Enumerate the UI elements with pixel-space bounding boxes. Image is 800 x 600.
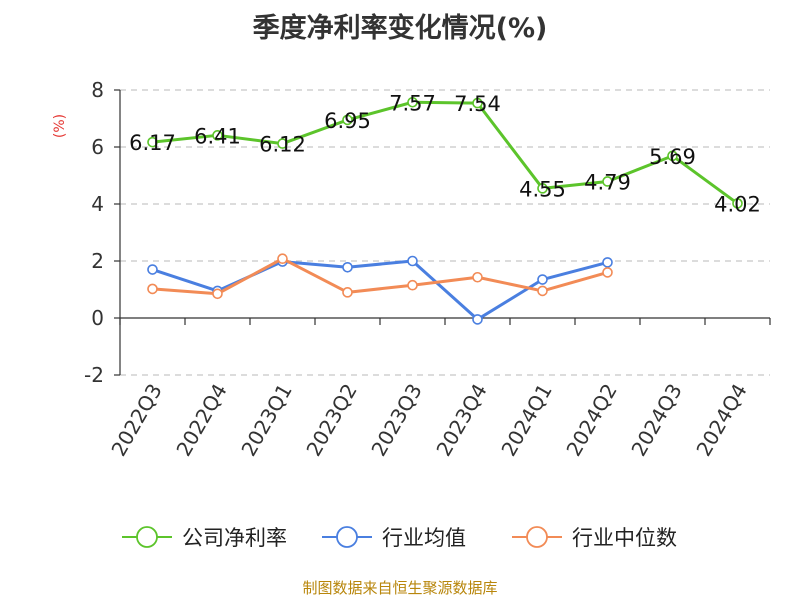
legend-label: 公司净利率 <box>182 526 287 550</box>
data-point <box>342 261 353 273</box>
data-label: 6.17 <box>129 131 176 155</box>
series-1 <box>147 96 743 209</box>
data-label: 7.57 <box>389 91 436 115</box>
data-point <box>407 279 418 291</box>
legend-item: 公司净利率 <box>122 526 287 550</box>
x-tick-label: 2022Q3 <box>106 380 166 461</box>
grid-layer <box>120 89 770 376</box>
data-label: 6.95 <box>324 109 371 133</box>
data-label: 5.69 <box>649 145 696 169</box>
series-line <box>152 257 608 296</box>
legend-marker <box>136 526 158 548</box>
data-point <box>342 114 353 126</box>
legend-item: 行业均值 <box>322 526 466 550</box>
y-tick-label: 2 <box>91 249 104 273</box>
y-tick-label: 0 <box>91 306 104 330</box>
data-point <box>602 267 613 278</box>
data-point <box>602 176 613 187</box>
legend: 公司净利率 行业均值 行业中位数 <box>122 526 677 550</box>
data-point <box>212 130 223 141</box>
data-label: 4.55 <box>519 177 566 201</box>
x-tick-label: 2023Q4 <box>431 380 491 461</box>
x-tick-label: 2024Q1 <box>496 380 556 461</box>
data-label: 6.41 <box>194 124 241 148</box>
data-point <box>147 136 158 148</box>
legend-item: 行业中位数 <box>512 526 677 550</box>
data-point <box>537 183 548 194</box>
series-layer <box>147 96 743 325</box>
y-tick-label: 6 <box>91 135 104 159</box>
x-tick-label: 2023Q3 <box>366 380 426 461</box>
legend-label: 行业中位数 <box>572 526 677 550</box>
data-point <box>732 198 743 209</box>
legend-label: 行业均值 <box>382 526 466 550</box>
x-tick-label: 2022Q4 <box>171 380 231 461</box>
data-point <box>212 288 223 300</box>
data-label: 6.12 <box>259 133 306 157</box>
data-label: 4.02 <box>714 192 761 216</box>
legend-marker <box>336 526 358 548</box>
data-point <box>472 271 483 283</box>
series-2 <box>147 255 613 325</box>
data-point <box>472 97 483 109</box>
label-layer: 6.17 6.41 6.12 6.95 7.57 7.54 4.55 4.79 5.69 4.02 <box>129 91 761 216</box>
y-tick-label: -2 <box>84 363 104 387</box>
x-tick-label: 2024Q4 <box>691 380 751 461</box>
data-point <box>277 253 288 265</box>
x-tick-label: 2024Q2 <box>561 380 621 461</box>
chart-title: 季度净利率变化情况(%) <box>252 13 548 44</box>
legend-marker <box>526 526 548 548</box>
series-line <box>152 259 608 321</box>
data-point <box>407 255 418 267</box>
data-point <box>537 285 548 297</box>
series-line <box>152 100 739 205</box>
data-label: 4.79 <box>584 170 631 194</box>
y-tick-label: 8 <box>91 78 104 102</box>
source-note: 制图数据来自恒生聚源数据库 <box>302 579 498 597</box>
data-point <box>277 138 288 149</box>
data-point <box>537 274 548 285</box>
x-tick-label: 2023Q1 <box>236 380 296 461</box>
y-tick-label: 4 <box>91 192 104 216</box>
x-tick-label: 2024Q3 <box>626 380 686 461</box>
y-axis-label: (%) <box>52 114 68 138</box>
data-point <box>147 283 158 295</box>
series-3 <box>147 253 613 300</box>
data-point <box>602 257 613 268</box>
data-point <box>342 287 353 298</box>
x-tick-label: 2023Q2 <box>301 380 361 461</box>
data-point <box>407 96 418 108</box>
data-label: 7.54 <box>454 92 501 116</box>
data-point <box>147 264 158 275</box>
data-point <box>667 150 678 162</box>
data-point <box>472 314 483 325</box>
